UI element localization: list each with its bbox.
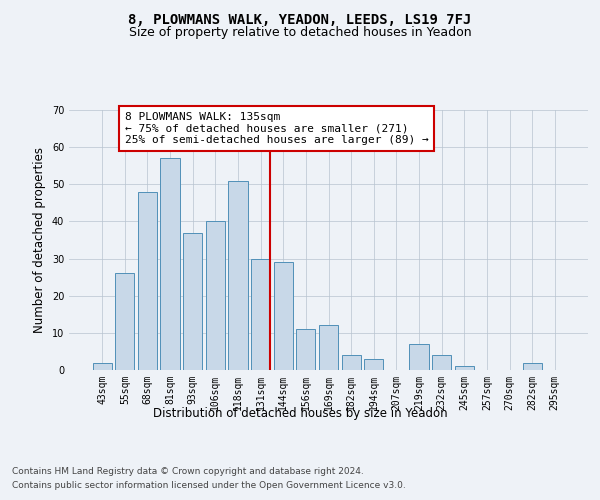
Text: Contains public sector information licensed under the Open Government Licence v3: Contains public sector information licen… <box>12 481 406 490</box>
Bar <box>206 222 225 370</box>
Bar <box>229 180 248 370</box>
Bar <box>115 274 134 370</box>
Bar <box>341 355 361 370</box>
Text: Size of property relative to detached houses in Yeadon: Size of property relative to detached ho… <box>128 26 472 39</box>
Bar <box>455 366 474 370</box>
Bar <box>251 258 270 370</box>
Bar <box>183 232 202 370</box>
Bar <box>409 344 428 370</box>
Y-axis label: Number of detached properties: Number of detached properties <box>33 147 46 333</box>
Bar <box>319 326 338 370</box>
Bar <box>364 359 383 370</box>
Bar <box>274 262 293 370</box>
Text: 8, PLOWMANS WALK, YEADON, LEEDS, LS19 7FJ: 8, PLOWMANS WALK, YEADON, LEEDS, LS19 7F… <box>128 12 472 26</box>
Bar <box>296 329 316 370</box>
Text: Distribution of detached houses by size in Yeadon: Distribution of detached houses by size … <box>152 408 448 420</box>
Bar <box>432 355 451 370</box>
Bar <box>523 362 542 370</box>
Text: Contains HM Land Registry data © Crown copyright and database right 2024.: Contains HM Land Registry data © Crown c… <box>12 468 364 476</box>
Text: 8 PLOWMANS WALK: 135sqm
← 75% of detached houses are smaller (271)
25% of semi-d: 8 PLOWMANS WALK: 135sqm ← 75% of detache… <box>125 112 428 145</box>
Bar <box>92 362 112 370</box>
Bar <box>138 192 157 370</box>
Bar <box>160 158 180 370</box>
